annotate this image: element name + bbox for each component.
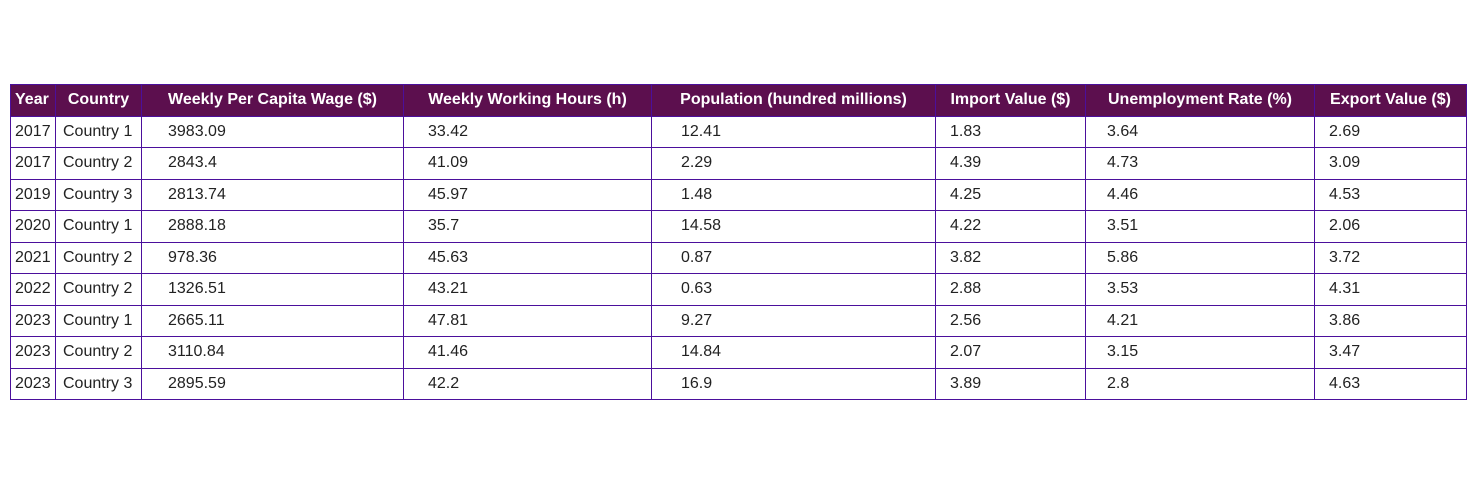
cell-weekly-hours: 41.09 — [403, 147, 652, 180]
header-unemployment-rate: Unemployment Rate (%) — [1085, 84, 1315, 117]
cell-year: 2023 — [10, 304, 56, 337]
header-country: Country — [55, 84, 142, 117]
cell-weekly-wage: 978.36 — [141, 241, 404, 274]
header-weekly-wage: Weekly Per Capita Wage ($) — [141, 84, 404, 117]
header-population: Population (hundred millions) — [651, 84, 936, 117]
cell-weekly-wage: 2843.4 — [141, 147, 404, 180]
cell-weekly-hours: 42.2 — [403, 367, 652, 400]
header-row: Year Country Weekly Per Capita Wage ($) … — [10, 84, 1467, 117]
table-body: 2017 Country 1 3983.09 33.42 12.41 1.83 3.64 2.… — [10, 115, 1467, 400]
cell-country: Country 3 — [55, 367, 142, 400]
cell-year: 2022 — [10, 273, 56, 306]
cell-weekly-wage: 3110.84 — [141, 336, 404, 369]
table-row: 2021 Country 2 978.36 45.63 0.87 3.82 5.86 3.72 — [10, 241, 1467, 274]
cell-export-value: 3.47 — [1314, 336, 1467, 369]
cell-import-value: 1.83 — [935, 115, 1086, 148]
cell-export-value: 4.31 — [1314, 273, 1467, 306]
cell-weekly-wage: 2888.18 — [141, 210, 404, 243]
cell-export-value: 3.72 — [1314, 241, 1467, 274]
cell-weekly-wage: 2813.74 — [141, 178, 404, 211]
cell-year: 2017 — [10, 115, 56, 148]
cell-weekly-hours: 45.63 — [403, 241, 652, 274]
cell-unemployment-rate: 3.64 — [1085, 115, 1315, 148]
cell-unemployment-rate: 4.46 — [1085, 178, 1315, 211]
cell-population: 2.29 — [651, 147, 936, 180]
cell-population: 16.9 — [651, 367, 936, 400]
cell-weekly-wage: 3983.09 — [141, 115, 404, 148]
cell-country: Country 2 — [55, 273, 142, 306]
table-row: 2017 Country 2 2843.4 41.09 2.29 4.39 4.73 3.09 — [10, 147, 1467, 180]
cell-weekly-wage: 1326.51 — [141, 273, 404, 306]
cell-unemployment-rate: 2.8 — [1085, 367, 1315, 400]
table-row: 2022 Country 2 1326.51 43.21 0.63 2.88 3.53 4.3… — [10, 273, 1467, 306]
cell-import-value: 4.39 — [935, 147, 1086, 180]
cell-unemployment-rate: 5.86 — [1085, 241, 1315, 274]
cell-import-value: 2.56 — [935, 304, 1086, 337]
cell-weekly-hours: 35.7 — [403, 210, 652, 243]
cell-unemployment-rate: 3.51 — [1085, 210, 1315, 243]
cell-export-value: 4.63 — [1314, 367, 1467, 400]
cell-country: Country 1 — [55, 210, 142, 243]
cell-population: 14.58 — [651, 210, 936, 243]
cell-country: Country 2 — [55, 336, 142, 369]
cell-import-value: 2.07 — [935, 336, 1086, 369]
cell-unemployment-rate: 3.15 — [1085, 336, 1315, 369]
cell-country: Country 2 — [55, 241, 142, 274]
header-year: Year — [10, 84, 56, 117]
cell-population: 9.27 — [651, 304, 936, 337]
cell-year: 2020 — [10, 210, 56, 243]
cell-population: 0.87 — [651, 241, 936, 274]
header-weekly-hours: Weekly Working Hours (h) — [403, 84, 652, 117]
cell-weekly-hours: 33.42 — [403, 115, 652, 148]
cell-population: 1.48 — [651, 178, 936, 211]
table-header: Year Country Weekly Per Capita Wage ($) … — [10, 84, 1467, 117]
cell-unemployment-rate: 4.21 — [1085, 304, 1315, 337]
cell-year: 2017 — [10, 147, 56, 180]
cell-export-value: 3.86 — [1314, 304, 1467, 337]
cell-export-value: 3.09 — [1314, 147, 1467, 180]
cell-year: 2023 — [10, 336, 56, 369]
cell-import-value: 2.88 — [935, 273, 1086, 306]
cell-export-value: 2.69 — [1314, 115, 1467, 148]
cell-import-value: 3.89 — [935, 367, 1086, 400]
cell-export-value: 2.06 — [1314, 210, 1467, 243]
cell-weekly-hours: 45.97 — [403, 178, 652, 211]
header-export-value: Export Value ($) — [1314, 84, 1467, 117]
table-row: 2019 Country 3 2813.74 45.97 1.48 4.25 4.46 4.5… — [10, 178, 1467, 211]
cell-country: Country 1 — [55, 115, 142, 148]
cell-country: Country 3 — [55, 178, 142, 211]
cell-weekly-hours: 47.81 — [403, 304, 652, 337]
cell-weekly-wage: 2895.59 — [141, 367, 404, 400]
cell-import-value: 4.22 — [935, 210, 1086, 243]
table-row: 2017 Country 1 3983.09 33.42 12.41 1.83 3.64 2.… — [10, 115, 1467, 148]
cell-country: Country 1 — [55, 304, 142, 337]
cell-unemployment-rate: 3.53 — [1085, 273, 1315, 306]
cell-weekly-hours: 43.21 — [403, 273, 652, 306]
data-table: Year Country Weekly Per Capita Wage ($) … — [10, 84, 1467, 400]
cell-country: Country 2 — [55, 147, 142, 180]
cell-export-value: 4.53 — [1314, 178, 1467, 211]
table-row: 2020 Country 1 2888.18 35.7 14.58 4.22 3.51 2.0… — [10, 210, 1467, 243]
cell-weekly-wage: 2665.11 — [141, 304, 404, 337]
table-row: 2023 Country 2 3110.84 41.46 14.84 2.07 3.15 3.… — [10, 336, 1467, 369]
header-import-value: Import Value ($) — [935, 84, 1086, 117]
cell-import-value: 3.82 — [935, 241, 1086, 274]
cell-weekly-hours: 41.46 — [403, 336, 652, 369]
cell-year: 2019 — [10, 178, 56, 211]
cell-population: 0.63 — [651, 273, 936, 306]
cell-population: 14.84 — [651, 336, 936, 369]
table-row: 2023 Country 3 2895.59 42.2 16.9 3.89 2.8 4.63 — [10, 367, 1467, 400]
cell-import-value: 4.25 — [935, 178, 1086, 211]
cell-population: 12.41 — [651, 115, 936, 148]
cell-year: 2021 — [10, 241, 56, 274]
cell-unemployment-rate: 4.73 — [1085, 147, 1315, 180]
table-row: 2023 Country 1 2665.11 47.81 9.27 2.56 4.21 3.8… — [10, 304, 1467, 337]
cell-year: 2023 — [10, 367, 56, 400]
